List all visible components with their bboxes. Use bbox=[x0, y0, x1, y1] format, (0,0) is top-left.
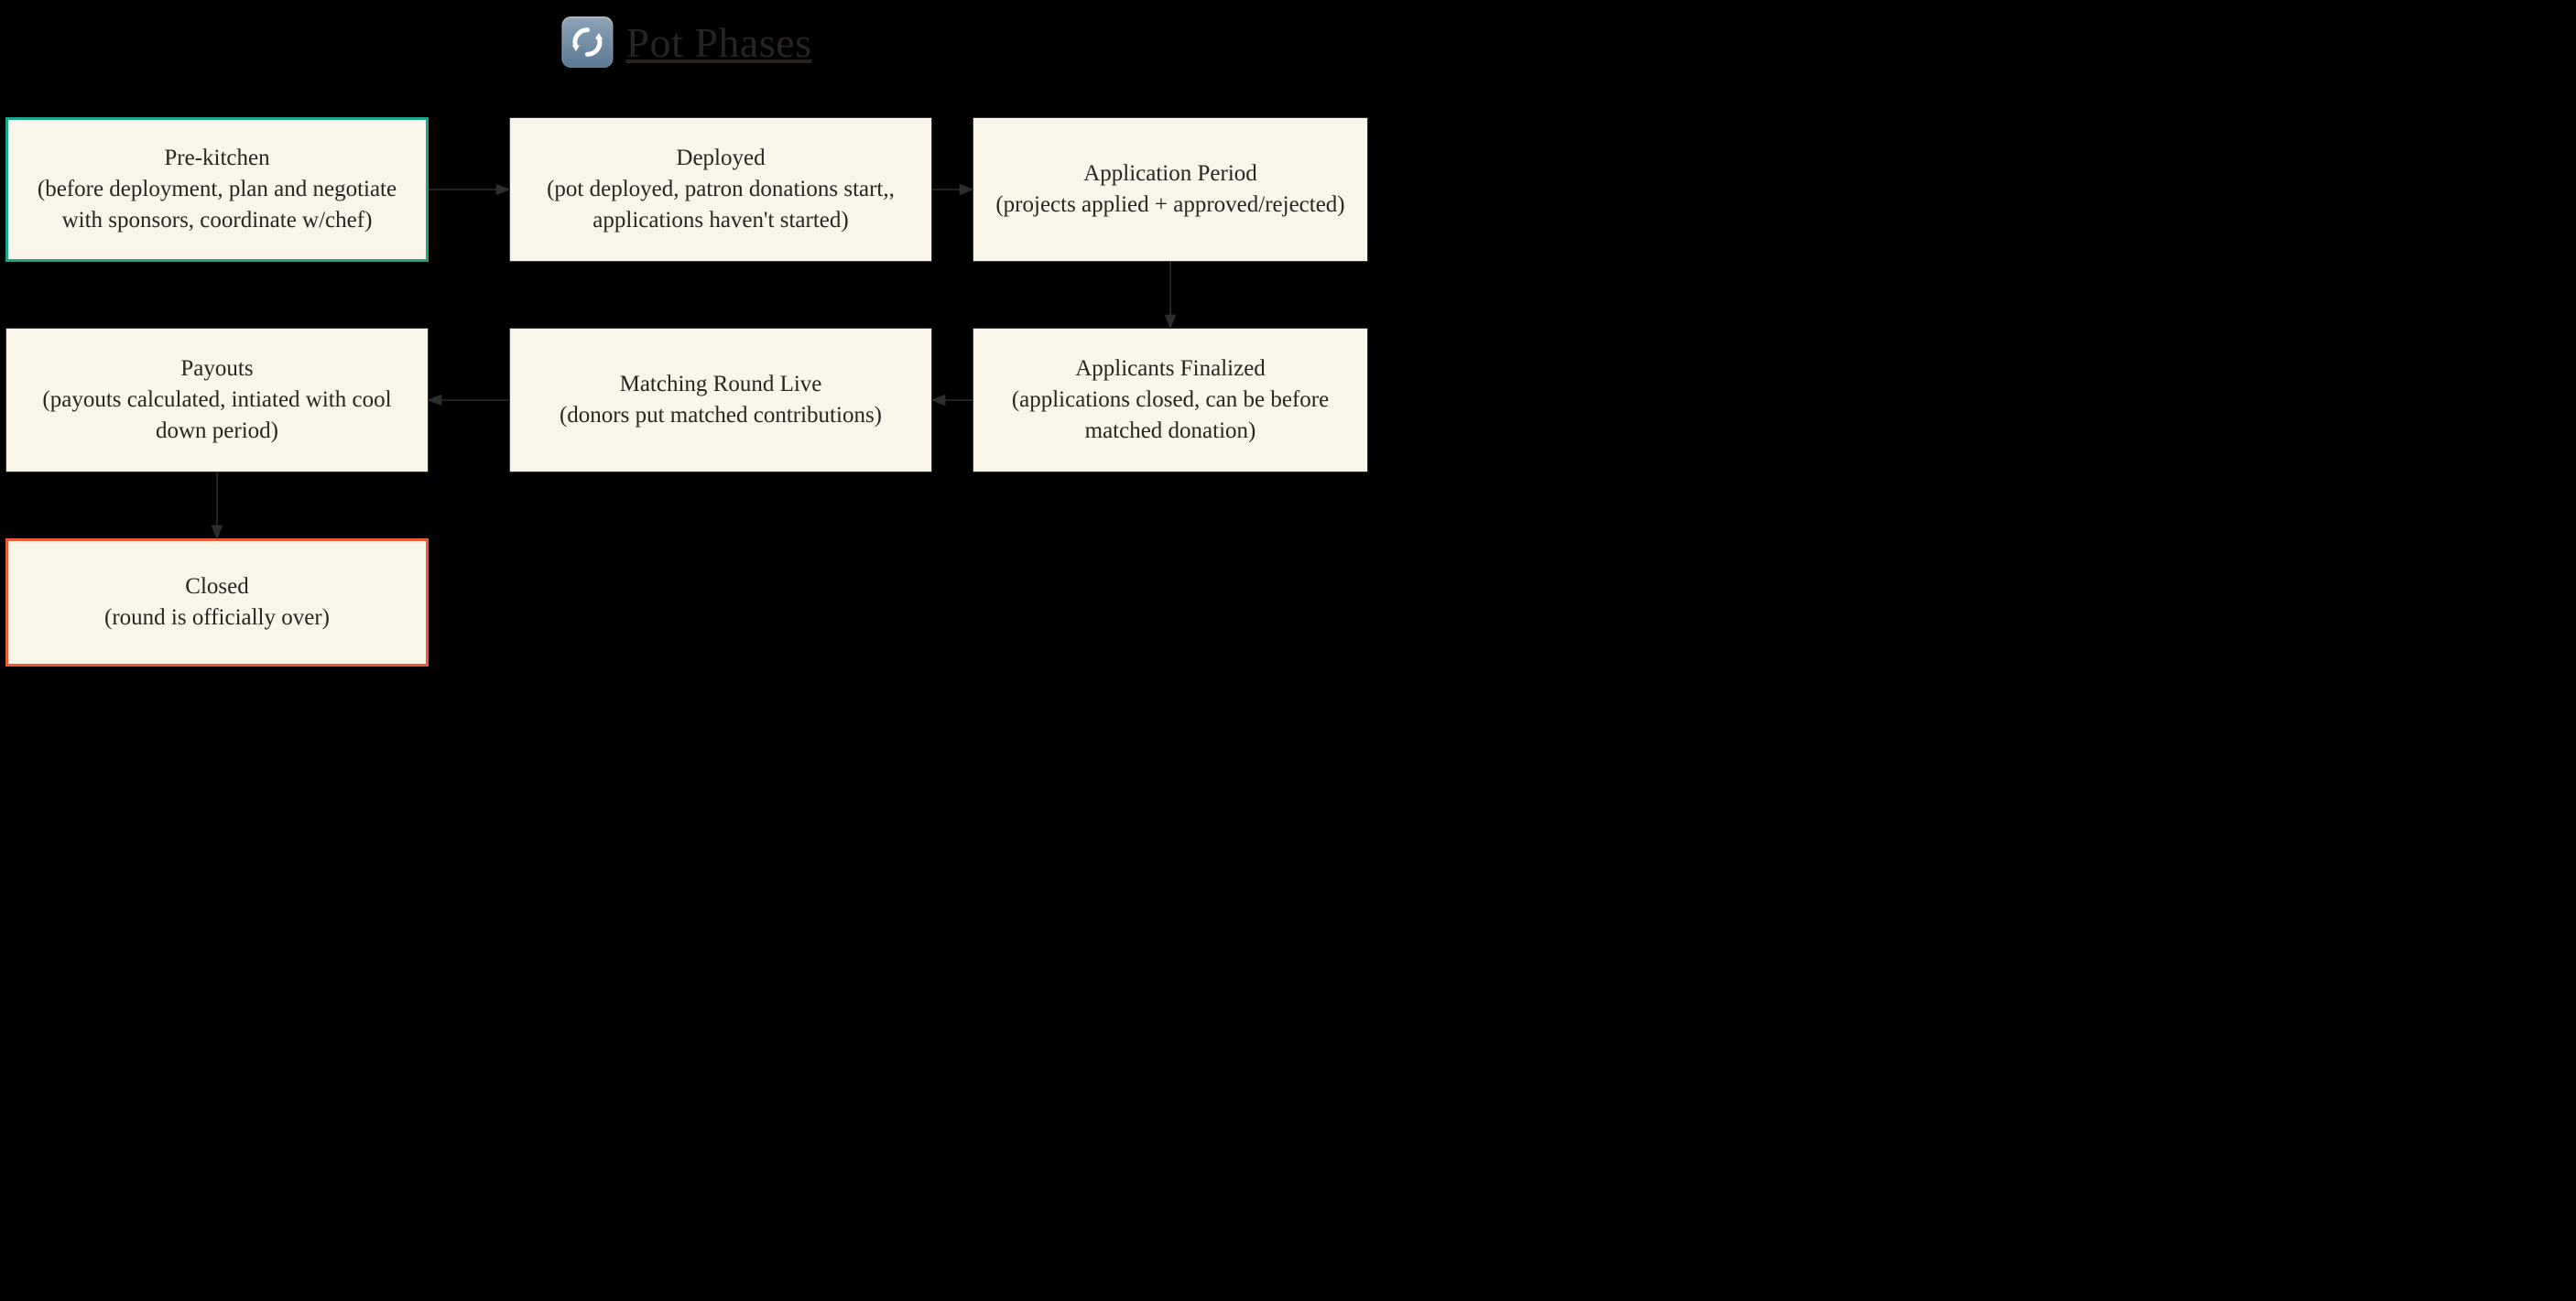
node-appperiod: Application Period(projects applied + ap… bbox=[973, 117, 1368, 262]
node-desc: (projects applied + approved/rejected) bbox=[995, 190, 1344, 221]
node-finalized: Applicants Finalized(applications closed… bbox=[973, 328, 1368, 472]
node-prekitchen: Pre-kitchen(before deployment, plan and … bbox=[5, 117, 429, 262]
node-desc: (pot deployed, patron donations start,, … bbox=[527, 174, 915, 236]
diagram-title-text: Pot Phases bbox=[625, 18, 811, 67]
node-closed: Closed(round is officially over) bbox=[5, 538, 429, 667]
diagram-title: Pot Phases bbox=[561, 16, 811, 68]
node-title: Closed bbox=[185, 571, 248, 602]
node-deployed: Deployed(pot deployed, patron donations … bbox=[509, 117, 932, 262]
node-desc: (round is officially over) bbox=[104, 602, 330, 634]
node-title: Pre-kitchen bbox=[164, 143, 269, 174]
refresh-icon bbox=[561, 16, 613, 68]
node-desc: (payouts calculated, intiated with cool … bbox=[23, 385, 411, 447]
node-desc: (donors put matched contributions) bbox=[560, 400, 882, 431]
node-desc: (applications closed, can be before matc… bbox=[990, 385, 1351, 447]
node-title: Applicants Finalized bbox=[1075, 353, 1266, 385]
node-title: Matching Round Live bbox=[620, 369, 822, 400]
node-title: Payouts bbox=[180, 353, 253, 385]
node-title: Application Period bbox=[1083, 158, 1257, 190]
node-payouts: Payouts(payouts calculated, intiated wit… bbox=[5, 328, 429, 472]
node-matching: Matching Round Live(donors put matched c… bbox=[509, 328, 932, 472]
node-title: Deployed bbox=[676, 143, 765, 174]
node-desc: (before deployment, plan and negotiate w… bbox=[25, 174, 409, 236]
